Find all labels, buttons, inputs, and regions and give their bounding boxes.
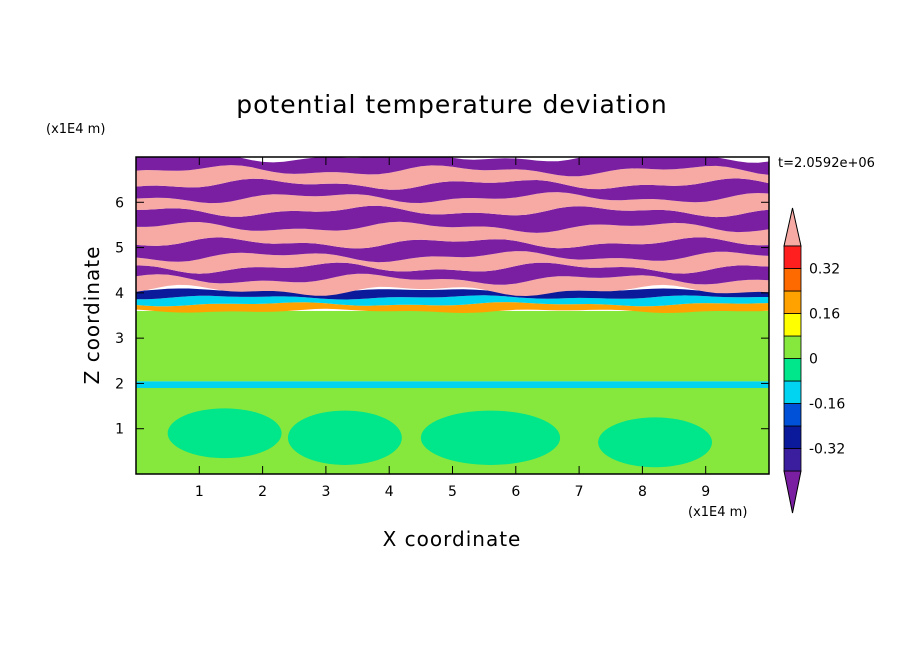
x-tick-label: 4 (385, 484, 394, 500)
colorbar-swatch (783, 245, 802, 269)
y-tick-label: 6 (115, 195, 124, 211)
x-tick-label: 1 (195, 484, 204, 500)
contour-band (136, 178, 769, 204)
contour-band (136, 288, 769, 300)
colorbar-tick-label: -0.16 (809, 397, 845, 413)
colorbar-extend-top (783, 207, 802, 247)
y-tick-label: 1 (115, 422, 124, 438)
colorbar-tick-label: 0.32 (809, 262, 840, 278)
x-tick-label: 9 (701, 484, 710, 500)
y-tick-label: 2 (115, 376, 124, 392)
colorbar-swatch (783, 403, 802, 427)
y-tick-label: 4 (115, 286, 124, 302)
contour-band (136, 251, 769, 274)
y-axis-label: Z coordinate (80, 246, 104, 385)
contour-band (136, 165, 769, 190)
y-unit-label: (x1E4 m) (46, 122, 105, 137)
colorbar-swatch (783, 448, 802, 472)
eddy-patch (287, 410, 402, 465)
contour-band (136, 157, 769, 177)
contour-band (136, 381, 769, 388)
contour-band (136, 262, 769, 285)
colorbar: 0.32 0.16 0 -0.16 -0.32 (783, 207, 845, 514)
y-axis-ticks: 1 2 3 4 5 6 (115, 195, 769, 438)
contour-band (136, 192, 769, 218)
contour-band (136, 237, 769, 263)
contour-band (136, 221, 769, 249)
colorbar-swatch (783, 290, 802, 314)
x-tick-label: 2 (258, 484, 267, 500)
colorbar-swatch (783, 358, 802, 382)
x-tick-label: 3 (321, 484, 330, 500)
eddy-patch (167, 408, 282, 459)
colorbar-extend-bottom (783, 470, 802, 514)
contour-band (136, 302, 769, 313)
colorbar-swatch (783, 335, 802, 359)
colorbar-tick-label: 0.16 (809, 307, 840, 323)
contour-field (136, 157, 769, 474)
x-axis-ticks: 1 2 3 4 5 6 7 8 9 (195, 157, 710, 500)
colorbar-swatch (783, 268, 802, 292)
contour-band (136, 205, 769, 233)
colorbar-swatch (783, 380, 802, 404)
chart-title: potential temperature deviation (236, 90, 667, 119)
contour-band (136, 273, 769, 296)
x-tick-label: 8 (638, 484, 647, 500)
colorbar-swatch (783, 313, 802, 337)
x-tick-label: 7 (575, 484, 584, 500)
y-tick-label: 5 (115, 241, 124, 257)
y-tick-label: 3 (115, 331, 124, 347)
colorbar-swatch (783, 425, 802, 449)
colorbar-tick-label: -0.32 (809, 442, 845, 458)
eddy-patch (598, 417, 713, 468)
x-tick-label: 5 (448, 484, 457, 500)
time-label: t=2.0592e+06 (778, 156, 875, 171)
x-unit-label: (x1E4 m) (688, 505, 747, 520)
x-tick-label: 6 (511, 484, 520, 500)
colorbar-tick-label: 0 (809, 352, 818, 368)
x-axis-label: X coordinate (383, 527, 522, 551)
eddy-patch (420, 410, 561, 465)
contour-band (136, 311, 769, 382)
contour-band (136, 295, 769, 307)
